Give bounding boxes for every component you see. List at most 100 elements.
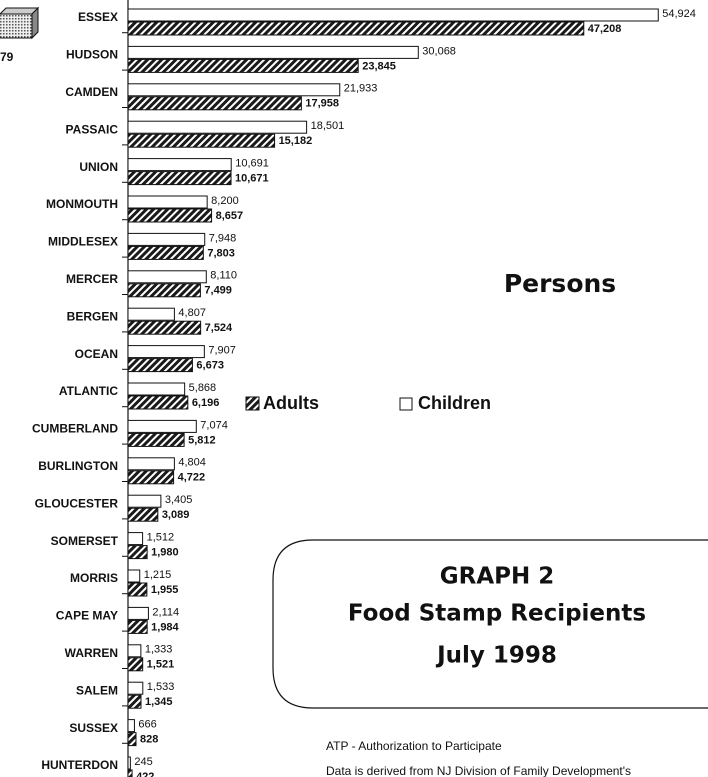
bar bbox=[127, 619, 148, 634]
value-label: 5,868 bbox=[189, 382, 217, 394]
bar bbox=[127, 395, 189, 410]
bar bbox=[127, 320, 202, 335]
value-label: 1,333 bbox=[145, 644, 173, 656]
value-label: 828 bbox=[140, 734, 158, 746]
value-label: 7,524 bbox=[205, 322, 233, 334]
value-label: 54,924 bbox=[662, 8, 696, 20]
value-label: 1,533 bbox=[147, 681, 175, 693]
y-tick-label: WARREN bbox=[65, 646, 118, 660]
y-tick-label: MORRIS bbox=[70, 571, 118, 585]
y-tick-label: BURLINGTON bbox=[38, 459, 118, 473]
value-label: 21,933 bbox=[344, 83, 378, 95]
bar bbox=[127, 507, 159, 522]
bar bbox=[127, 719, 135, 733]
legend-swatch bbox=[245, 396, 260, 411]
persons-label: Persons bbox=[504, 269, 616, 298]
value-label: 6,673 bbox=[196, 360, 224, 372]
bar bbox=[127, 644, 142, 658]
y-tick-label: PASSAIC bbox=[66, 122, 119, 136]
value-label: 47,208 bbox=[588, 23, 622, 35]
value-label: 7,907 bbox=[208, 345, 236, 357]
value-label: 3,405 bbox=[165, 494, 193, 506]
bar bbox=[127, 245, 204, 260]
value-label: 4,722 bbox=[178, 472, 206, 484]
bar bbox=[127, 756, 131, 770]
bar bbox=[127, 45, 419, 59]
value-label: 17,958 bbox=[305, 98, 339, 110]
value-label: 8,657 bbox=[216, 210, 244, 222]
bar bbox=[127, 195, 208, 209]
value-label: 7,803 bbox=[207, 247, 235, 259]
value-label: 30,068 bbox=[422, 45, 456, 57]
y-tick-label: SUSSEX bbox=[69, 721, 118, 735]
y-tick-label: MIDDLESEX bbox=[48, 235, 118, 249]
y-tick-label: MERCER bbox=[66, 272, 118, 286]
y-tick-label: HUNTERDON bbox=[41, 758, 118, 772]
value-label: 7,074 bbox=[200, 419, 228, 431]
bar bbox=[127, 657, 144, 672]
legend-label: Adults bbox=[263, 393, 319, 413]
value-label: 1,512 bbox=[147, 532, 175, 544]
bar bbox=[127, 83, 341, 97]
bar bbox=[127, 532, 144, 546]
footnote: Data is derived from NJ Division of Fami… bbox=[326, 764, 631, 777]
partial-label: 79 bbox=[0, 50, 14, 64]
chart-subtitle: July 1998 bbox=[435, 643, 557, 669]
bar bbox=[127, 8, 659, 22]
value-label: 1,980 bbox=[151, 547, 179, 559]
y-tick-label: ESSEX bbox=[78, 10, 118, 24]
value-label: 7,499 bbox=[204, 285, 232, 297]
bar bbox=[127, 345, 205, 359]
bar bbox=[127, 58, 359, 73]
value-label: 3,089 bbox=[162, 509, 190, 521]
y-tick-label: CAPE MAY bbox=[56, 609, 118, 623]
bar bbox=[127, 606, 149, 620]
bar bbox=[127, 694, 142, 709]
bar bbox=[127, 158, 232, 172]
bar bbox=[127, 419, 197, 433]
y-tick-label: UNION bbox=[79, 160, 118, 174]
value-label: 1,345 bbox=[145, 696, 173, 708]
y-tick-label: MONMOUTH bbox=[46, 197, 118, 211]
chart-title: GRAPH 2 bbox=[440, 564, 555, 590]
bar bbox=[127, 382, 186, 396]
bar bbox=[127, 270, 207, 284]
value-label: 1,215 bbox=[144, 569, 172, 581]
value-label: 1,955 bbox=[151, 584, 179, 596]
value-label: 7,948 bbox=[209, 232, 237, 244]
value-label: 8,110 bbox=[210, 270, 237, 282]
value-label: 4,807 bbox=[178, 307, 206, 319]
bar bbox=[127, 545, 148, 560]
value-label: 10,671 bbox=[235, 173, 269, 185]
bar bbox=[127, 681, 144, 695]
value-label: 18,501 bbox=[311, 120, 345, 132]
value-label: 666 bbox=[138, 719, 156, 731]
bar bbox=[127, 732, 137, 747]
bar bbox=[127, 283, 201, 298]
value-label: 1,521 bbox=[147, 659, 175, 671]
y-tick-label: CUMBERLAND bbox=[32, 422, 118, 436]
bar bbox=[127, 96, 302, 111]
value-label: 422 bbox=[136, 771, 154, 777]
bar bbox=[127, 208, 213, 223]
y-tick-label: CAMDEN bbox=[65, 85, 118, 99]
partial-legend-box bbox=[0, 6, 40, 40]
value-label: 245 bbox=[134, 756, 152, 768]
y-tick-label: GLOUCESTER bbox=[35, 496, 119, 510]
chart-subtitle: Food Stamp Recipients bbox=[348, 601, 646, 627]
y-tick-label: SALEM bbox=[76, 683, 118, 697]
value-label: 23,845 bbox=[362, 60, 396, 72]
title-box bbox=[272, 539, 708, 709]
y-tick-label: ATLANTIC bbox=[59, 384, 118, 398]
bar bbox=[127, 569, 141, 583]
legend-label: Children bbox=[418, 393, 491, 413]
bar bbox=[127, 307, 175, 321]
bar bbox=[127, 120, 308, 134]
y-tick-label: HUDSON bbox=[66, 48, 118, 62]
bar bbox=[127, 769, 133, 777]
bar bbox=[127, 582, 148, 597]
footnote: ATP - Authorization to Participate bbox=[326, 739, 502, 753]
y-tick-label: BERGEN bbox=[67, 309, 118, 323]
bar bbox=[127, 232, 206, 246]
